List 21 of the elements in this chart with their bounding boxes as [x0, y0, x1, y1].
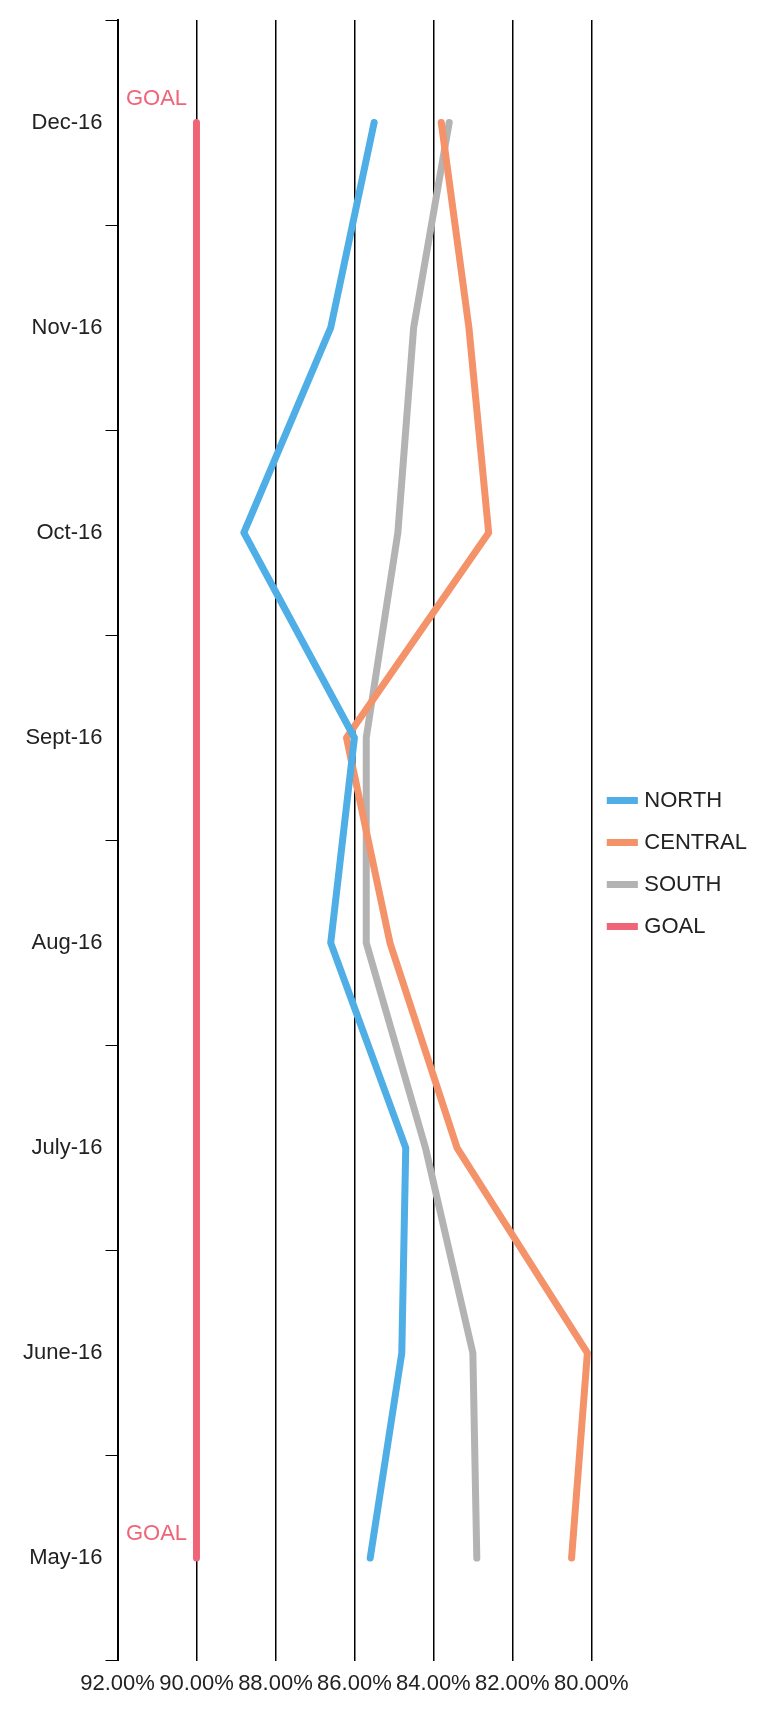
- legend-label: CENTRAL: [644, 828, 747, 854]
- y-tick-label: July-16: [31, 1133, 103, 1159]
- y-tick-label: June-16: [22, 1339, 103, 1365]
- legend-label: NORTH: [644, 786, 723, 812]
- x-tick-label: 86.00%: [317, 1669, 392, 1695]
- y-tick-label: Oct-16: [36, 518, 103, 544]
- x-tick-label: 90.00%: [159, 1669, 234, 1695]
- y-tick-label: May-16: [29, 1544, 103, 1570]
- annotation: GOAL: [125, 84, 188, 110]
- x-tick-label: 92.00%: [80, 1669, 155, 1695]
- x-tick-label: 84.00%: [396, 1669, 471, 1695]
- y-tick-label: Aug-16: [31, 928, 103, 954]
- x-tick-label: 82.00%: [475, 1669, 550, 1695]
- y-tick-label: Nov-16: [31, 313, 103, 339]
- y-tick-label: Dec-16: [31, 108, 103, 134]
- x-tick-label: 88.00%: [238, 1669, 313, 1695]
- legend-label: SOUTH: [644, 870, 722, 896]
- y-tick-label: Sept-16: [25, 723, 103, 749]
- x-tick-label: 80.00%: [554, 1669, 629, 1695]
- annotation: GOAL: [125, 1520, 188, 1546]
- legend-label: GOAL: [644, 912, 706, 938]
